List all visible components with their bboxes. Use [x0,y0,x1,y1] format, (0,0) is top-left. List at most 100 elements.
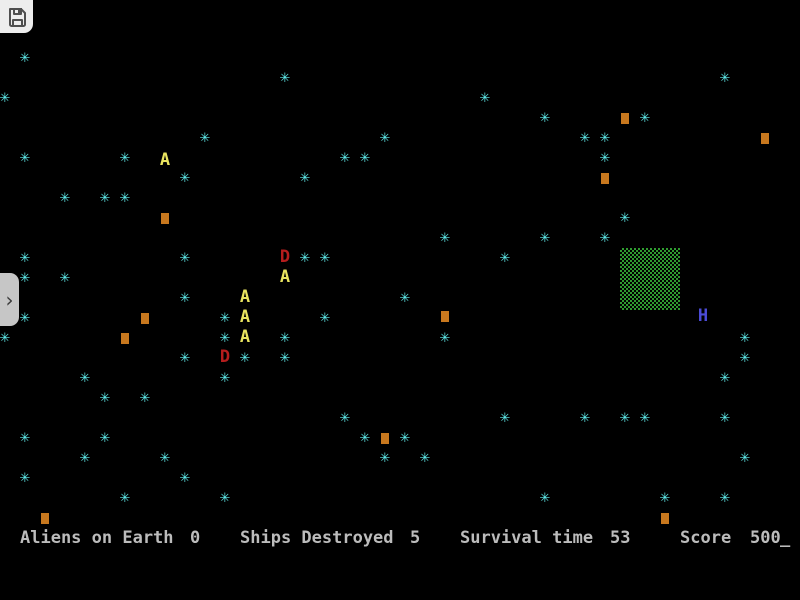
star-glyph: ✳ [219,371,231,386]
star-glyph: ✳ [539,111,551,126]
star-glyph: ✳ [719,371,731,386]
star-glyph: ✳ [279,71,291,86]
star-glyph: ✳ [199,131,211,146]
star-glyph: ✳ [339,151,351,166]
alien-a-glyph: A [239,327,251,347]
status-label: Aliens on Earth [20,528,174,548]
debris-block [41,513,49,524]
star-glyph: ✳ [579,131,591,146]
star-glyph: ✳ [119,491,131,506]
star-glyph: ✳ [379,451,391,466]
star-glyph: ✳ [19,311,31,326]
star-glyph: ✳ [579,411,591,426]
human-h-glyph: H [697,306,709,326]
star-glyph: ✳ [219,491,231,506]
ship-d-glyph: D [219,347,231,367]
debris-block [761,133,769,144]
star-glyph: ✳ [279,351,291,366]
status-value: 500 [750,528,781,548]
side-panel-toggle[interactable]: › [0,273,19,326]
star-glyph: ✳ [239,351,251,366]
debris-block [381,433,389,444]
star-glyph: ✳ [419,451,431,466]
star-glyph: ✳ [619,211,631,226]
star-glyph: ✳ [19,151,31,166]
debris-block [621,113,629,124]
star-glyph: ✳ [719,491,731,506]
star-glyph: ✳ [59,271,71,286]
star-glyph: ✳ [99,391,111,406]
star-glyph: ✳ [379,131,391,146]
star-glyph: ✳ [19,471,31,486]
status-label: Ships Destroyed [240,528,394,548]
debris-block [121,333,129,344]
star-glyph: ✳ [119,151,131,166]
alien-a-glyph: A [159,150,171,170]
alien-a-glyph: A [279,267,291,287]
star-glyph: ✳ [319,311,331,326]
star-glyph: ✳ [159,451,171,466]
star-glyph: ✳ [719,71,731,86]
floppy-disk-icon [6,6,28,28]
star-glyph: ✳ [599,231,611,246]
star-glyph: ✳ [0,331,11,346]
star-glyph: ✳ [719,411,731,426]
star-glyph: ✳ [739,351,751,366]
star-glyph: ✳ [139,391,151,406]
star-glyph: ✳ [359,431,371,446]
status-label: Score [680,528,732,548]
star-glyph: ✳ [639,111,651,126]
debris-block [141,313,149,324]
star-glyph: ✳ [599,131,611,146]
star-glyph: ✳ [499,411,511,426]
star-glyph: ✳ [119,191,131,206]
save-button[interactable] [0,0,33,33]
star-glyph: ✳ [639,411,651,426]
debris-block [161,213,169,224]
ship-d-glyph: D [279,247,291,267]
star-glyph: ✳ [439,231,451,246]
star-glyph: ✳ [179,351,191,366]
debris-block [601,173,609,184]
star-glyph: ✳ [59,191,71,206]
star-glyph: ✳ [299,251,311,266]
star-glyph: ✳ [399,291,411,306]
star-glyph: ✳ [179,471,191,486]
status-value: 53 [610,528,631,548]
star-glyph: ✳ [179,251,191,266]
star-glyph: ✳ [479,91,491,106]
status-value: 0 [190,528,201,548]
text-cursor: _ [780,528,791,548]
chevron-right-icon: › [5,287,14,312]
alien-a-glyph: A [239,307,251,327]
star-glyph: ✳ [739,331,751,346]
star-glyph: ✳ [79,371,91,386]
star-glyph: ✳ [99,191,111,206]
star-glyph: ✳ [659,491,671,506]
star-glyph: ✳ [739,451,751,466]
star-glyph: ✳ [399,431,411,446]
star-glyph: ✳ [439,331,451,346]
star-glyph: ✳ [19,431,31,446]
debris-block [661,513,669,524]
star-glyph: ✳ [179,291,191,306]
star-glyph: ✳ [359,151,371,166]
status-value: 5 [410,528,421,548]
star-glyph: ✳ [19,51,31,66]
star-glyph: ✳ [339,411,351,426]
alien-a-glyph: A [239,287,251,307]
radiation-zone [620,248,680,310]
star-glyph: ✳ [219,331,231,346]
debris-block [441,311,449,322]
star-glyph: ✳ [279,331,291,346]
star-glyph: ✳ [499,251,511,266]
star-glyph: ✳ [19,251,31,266]
status-label: Survival time [460,528,594,548]
star-glyph: ✳ [599,151,611,166]
star-glyph: ✳ [299,171,311,186]
star-glyph: ✳ [19,271,31,286]
star-glyph: ✳ [219,311,231,326]
star-glyph: ✳ [539,491,551,506]
